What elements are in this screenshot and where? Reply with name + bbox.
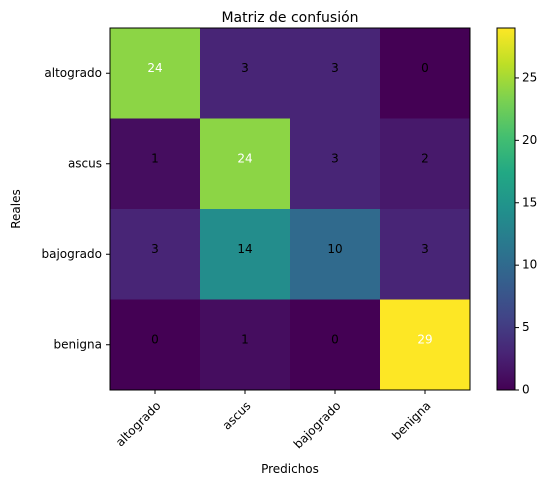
heatmap-cell (380, 209, 471, 300)
heatmap-cell (290, 28, 381, 119)
heatmap-cell (110, 209, 201, 300)
y-tick-label: benigna (53, 337, 102, 351)
cell-value-label: 24 (237, 151, 252, 165)
heatmap-cell (200, 28, 291, 119)
heatmap-cell (290, 209, 381, 300)
y-tick-label: ascus (68, 156, 102, 170)
heatmap-cell (200, 118, 291, 210)
y-axis-label: Reales (9, 189, 23, 229)
colorbar-tick-label: 20 (522, 133, 537, 147)
chart-title: Matriz de confusión (221, 10, 358, 26)
cell-value-label: 3 (151, 242, 159, 256)
heatmap-cell (110, 118, 201, 210)
plot-frame (109, 27, 471, 391)
cell-value-label: 3 (241, 61, 249, 75)
cell-value-label: 3 (331, 151, 339, 165)
heatmap-cell (110, 28, 201, 119)
y-axis-ticks: altogrado ascus bajogrado benigna (41, 66, 110, 351)
heatmap-cells (110, 28, 471, 391)
heatmap-cell (110, 299, 201, 391)
heatmap-cell (200, 299, 291, 391)
colorbar-tick-label: 5 (522, 320, 530, 334)
cell-value-label: 0 (421, 61, 429, 75)
cell-value-label: 2 (421, 151, 429, 165)
heatmap-cell-labels: 24 3 3 01 24 3 23 14 10 30 1 0 29 (147, 61, 432, 347)
cell-value-label: 0 (151, 332, 159, 346)
colorbar-ticks: 0 5 10 15 20 25 (515, 70, 537, 397)
colorbar (496, 27, 516, 391)
cell-value-label: 3 (421, 242, 429, 256)
cell-value-label: 29 (417, 332, 432, 346)
colorbar-tick-label: 25 (522, 70, 537, 84)
heatmap-cell (200, 209, 291, 300)
x-axis-label: Predichos (261, 462, 319, 476)
cell-value-label: 3 (331, 61, 339, 75)
y-tick-label: altogrado (44, 66, 102, 80)
cell-value-label: 24 (147, 61, 162, 75)
cell-value-label: 14 (237, 242, 252, 256)
heatmap-cell (290, 299, 381, 391)
colorbar-tick-label: 15 (522, 195, 537, 209)
heatmap-cell (290, 118, 381, 210)
y-tick-label: bajogrado (41, 247, 102, 261)
cell-value-label: 1 (151, 151, 159, 165)
cell-value-label: 0 (331, 332, 339, 346)
colorbar-tick-label: 0 (522, 383, 530, 397)
cell-value-label: 10 (327, 242, 342, 256)
heatmap-cell (380, 28, 471, 119)
heatmap-cell (380, 299, 471, 391)
heatmap-cell (380, 118, 471, 210)
cell-value-label: 1 (241, 332, 249, 346)
colorbar-tick-label: 10 (522, 258, 537, 272)
